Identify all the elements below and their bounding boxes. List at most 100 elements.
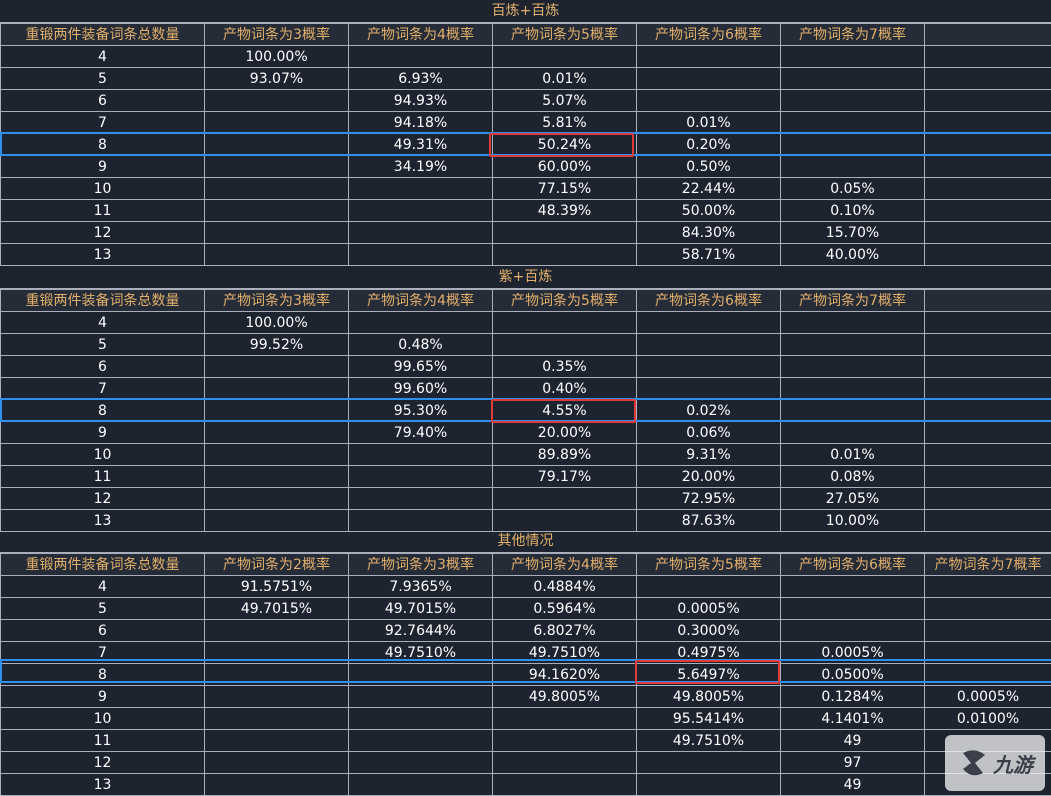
probability-cell — [205, 200, 349, 222]
probability-cell — [205, 730, 349, 752]
probability-cell: 49.7015% — [349, 598, 493, 620]
probability-cell — [349, 488, 493, 510]
probability-cell: 99.60% — [349, 378, 493, 400]
affix-count-cell: 13 — [1, 774, 205, 796]
probability-cell: 100.00% — [205, 312, 349, 334]
probability-cell: 49.7510% — [637, 730, 781, 752]
affix-count-cell: 13 — [1, 510, 205, 532]
probability-cell: 0.40% — [493, 378, 637, 400]
column-header — [925, 290, 1051, 312]
probability-cell: 20.00% — [493, 422, 637, 444]
probability-cell: 0.0005% — [925, 686, 1051, 708]
affix-count-cell: 9 — [1, 422, 205, 444]
probability-cell: 49.31% — [349, 134, 493, 156]
column-header: 产物词条为4概率 — [493, 554, 637, 576]
probability-cell — [925, 466, 1051, 488]
probability-cell: 0.35% — [493, 356, 637, 378]
probability-cell — [925, 444, 1051, 466]
probability-cell: 4.1401% — [781, 708, 925, 730]
probability-cell — [781, 620, 925, 642]
probability-cell — [781, 356, 925, 378]
column-header: 产物词条为6概率 — [637, 290, 781, 312]
header-row: 重锻两件装备词条总数量产物词条为3概率产物词条为4概率产物词条为5概率产物词条为… — [1, 24, 1051, 46]
affix-count-cell: 5 — [1, 68, 205, 90]
probability-cell: 20.00% — [637, 466, 781, 488]
probability-cell — [349, 312, 493, 334]
probability-table: 重锻两件装备词条总数量产物词条为3概率产物词条为4概率产物词条为5概率产物词条为… — [0, 289, 1051, 532]
probability-cell: 0.5964% — [493, 598, 637, 620]
probability-cell: 34.19% — [349, 156, 493, 178]
probability-cell — [925, 90, 1051, 112]
column-header — [925, 24, 1051, 46]
probability-cell: 22.44% — [637, 178, 781, 200]
probability-cell — [781, 156, 925, 178]
column-header: 产物词条为7概率 — [781, 24, 925, 46]
column-header: 产物词条为3概率 — [349, 554, 493, 576]
probability-cell — [205, 90, 349, 112]
probability-cell — [349, 466, 493, 488]
affix-count-cell: 8 — [1, 400, 205, 422]
affix-count-cell: 12 — [1, 488, 205, 510]
probability-cell: 94.93% — [349, 90, 493, 112]
affix-count-cell: 4 — [1, 312, 205, 334]
probability-cell: 0.01% — [637, 112, 781, 134]
probability-cell — [493, 774, 637, 796]
probability-cell — [349, 708, 493, 730]
probability-cell — [205, 156, 349, 178]
probability-cell — [781, 312, 925, 334]
probability-cell — [205, 356, 349, 378]
probability-cell: 49.8005% — [493, 686, 637, 708]
probability-cell: 89.89% — [493, 444, 637, 466]
probability-cell: 91.5751% — [205, 576, 349, 598]
probability-cell — [637, 774, 781, 796]
affix-count-cell: 7 — [1, 642, 205, 664]
probability-cell: 99.52% — [205, 334, 349, 356]
probability-cell — [493, 730, 637, 752]
probability-cell — [349, 178, 493, 200]
probability-cell — [493, 488, 637, 510]
probability-cell: 94.18% — [349, 112, 493, 134]
probability-cell — [349, 774, 493, 796]
affix-count-cell: 8 — [1, 664, 205, 686]
probability-cell: 95.30% — [349, 400, 493, 422]
probability-cell — [925, 334, 1051, 356]
probability-cell — [349, 686, 493, 708]
affix-count-cell: 11 — [1, 200, 205, 222]
probability-cell: 9.31% — [637, 444, 781, 466]
probability-cell — [925, 620, 1051, 642]
probability-cell — [925, 46, 1051, 68]
probability-cell: 10.00% — [781, 510, 925, 532]
probability-cell — [205, 510, 349, 532]
probability-cell — [349, 244, 493, 266]
probability-cell: 49.7510% — [493, 642, 637, 664]
probability-cell — [925, 576, 1051, 598]
affix-count-cell: 5 — [1, 334, 205, 356]
probability-cell: 97 — [781, 752, 925, 774]
probability-cell: 49 — [781, 774, 925, 796]
column-header: 产物词条为6概率 — [637, 24, 781, 46]
probability-cell — [205, 774, 349, 796]
probability-cell: 49.7510% — [349, 642, 493, 664]
probability-cell — [349, 664, 493, 686]
column-header: 产物词条为5概率 — [637, 554, 781, 576]
probability-cell: 0.3000% — [637, 620, 781, 642]
probability-cell — [205, 112, 349, 134]
probability-cell: 0.10% — [781, 200, 925, 222]
probability-cell — [781, 90, 925, 112]
probability-cell — [781, 422, 925, 444]
affix-count-cell: 10 — [1, 708, 205, 730]
probability-cell — [493, 222, 637, 244]
affix-count-cell: 13 — [1, 244, 205, 266]
probability-cell — [781, 46, 925, 68]
probability-cell — [781, 68, 925, 90]
probability-cell: 0.0005% — [781, 642, 925, 664]
probability-cell: 49.8005% — [637, 686, 781, 708]
